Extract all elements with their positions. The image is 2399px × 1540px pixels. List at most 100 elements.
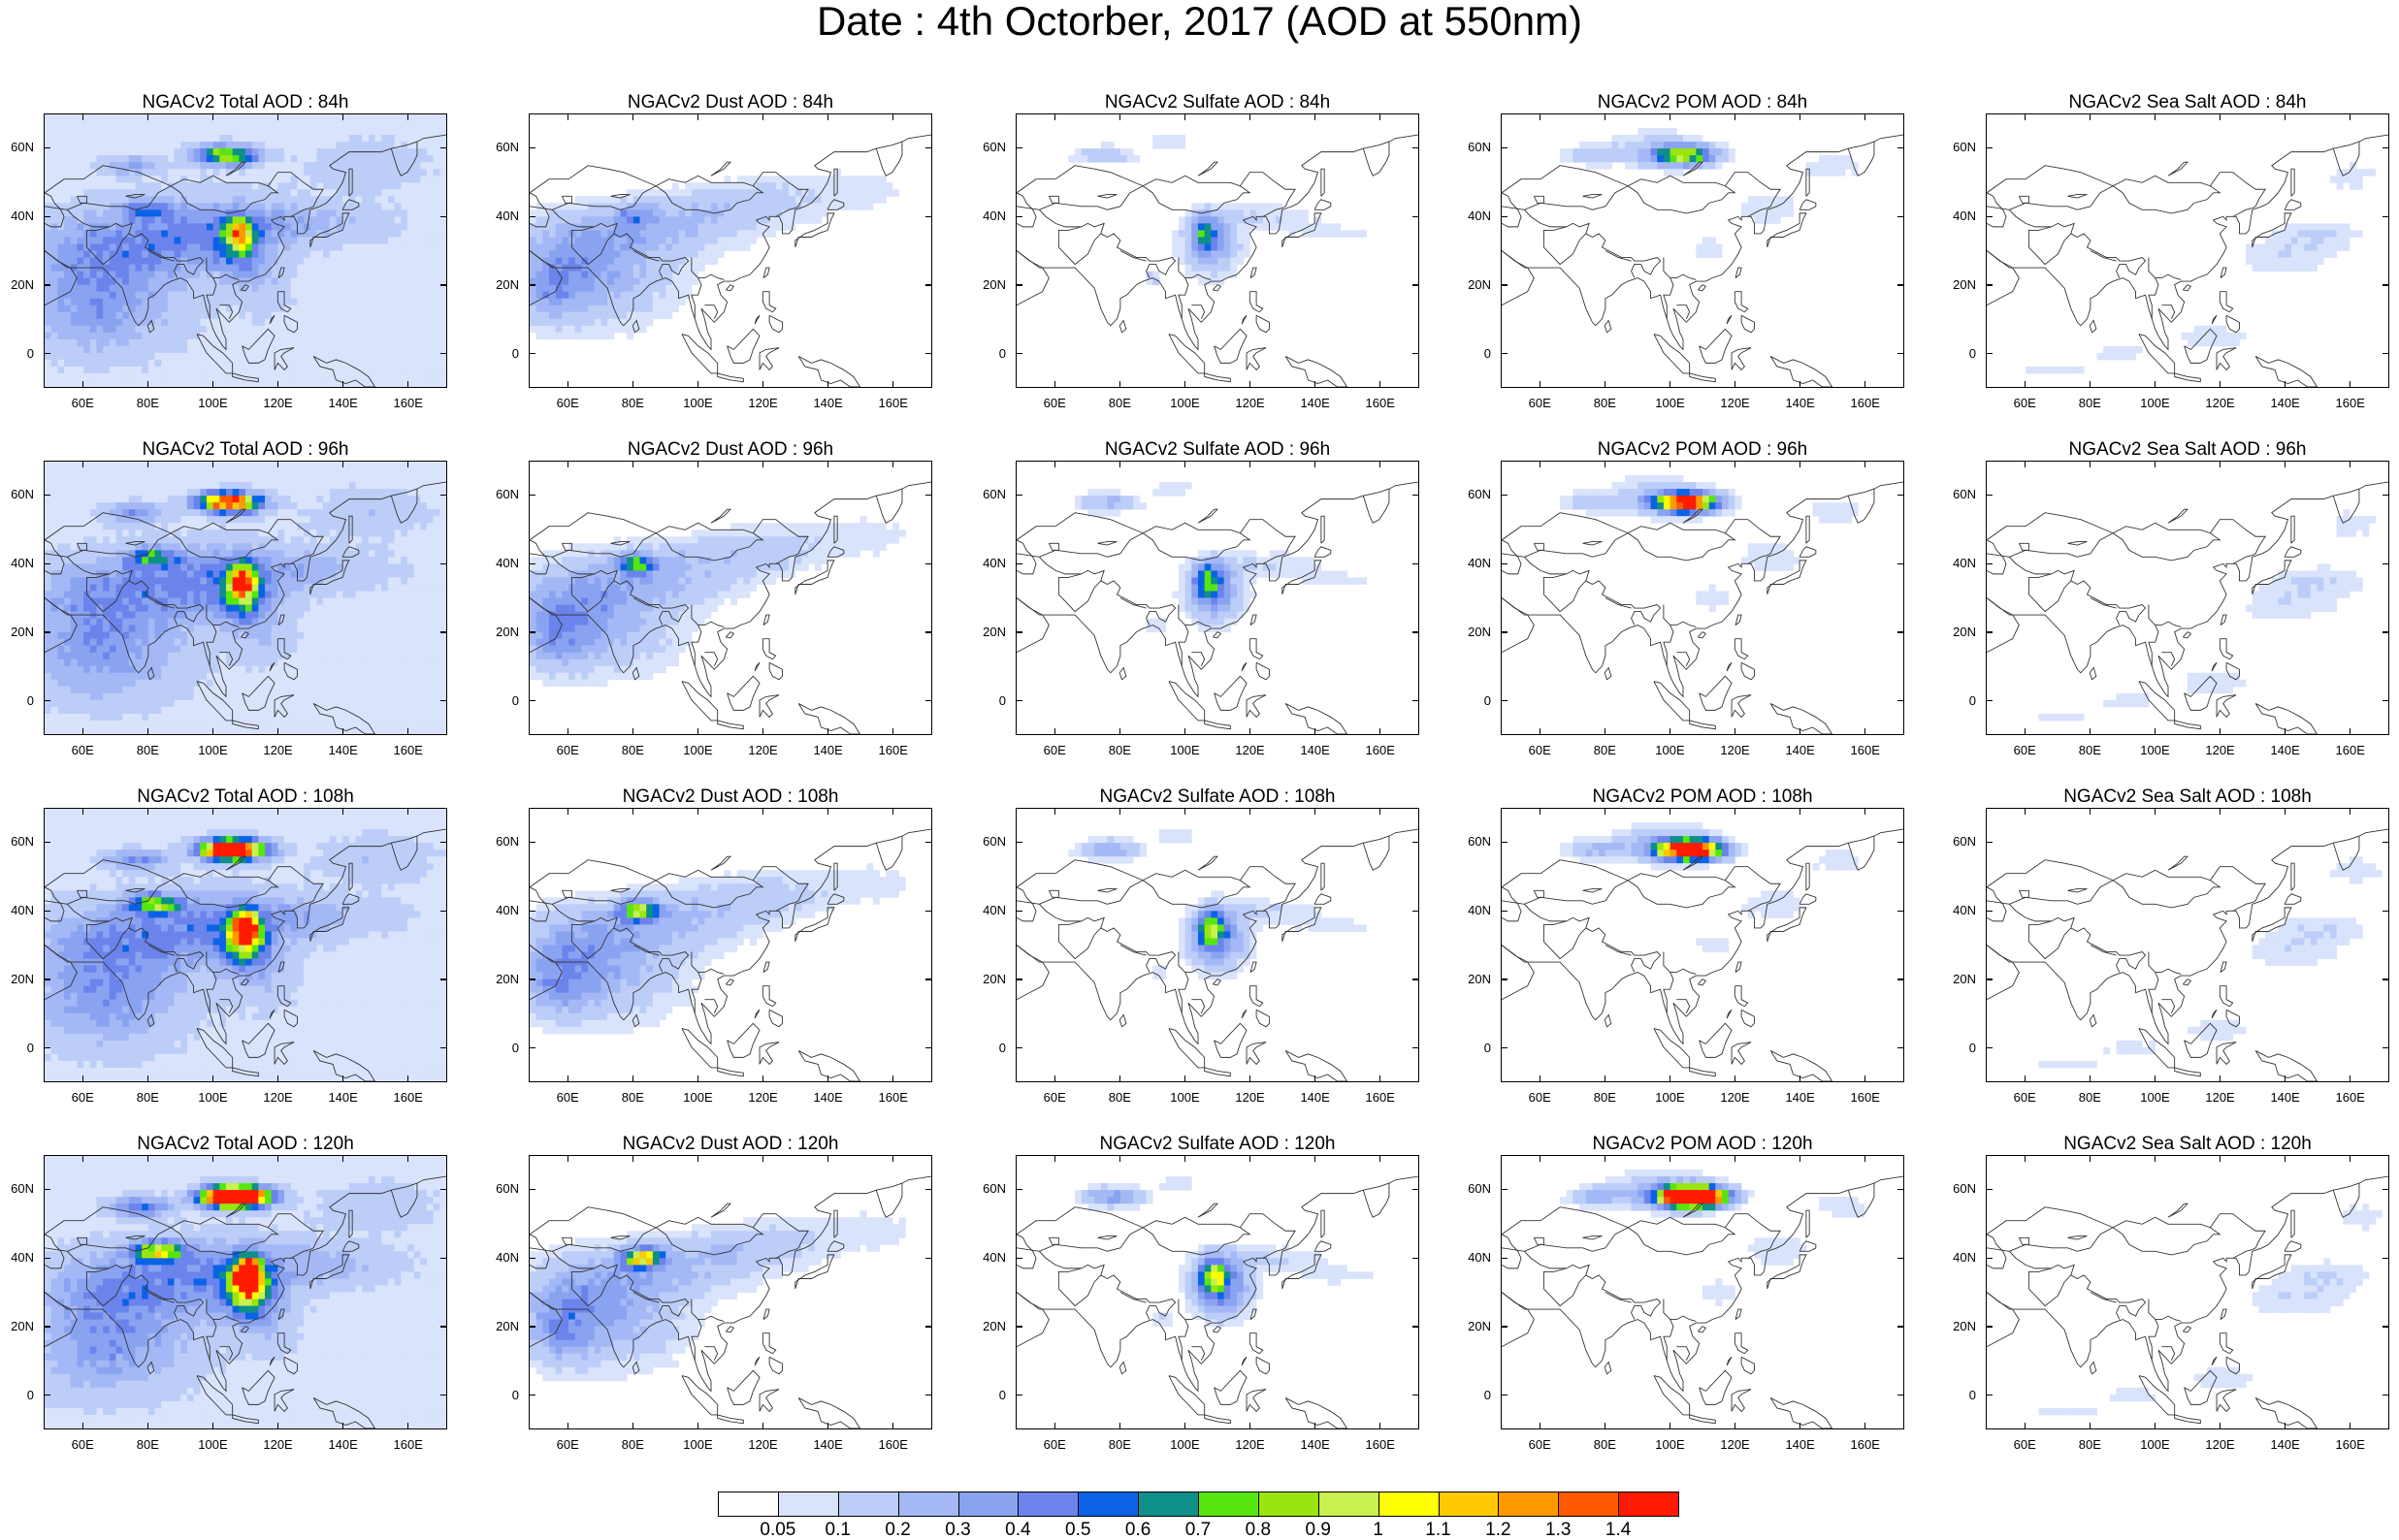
aod-cell: [309, 318, 317, 327]
aod-cell: [1663, 169, 1671, 176]
aod-cell: [2310, 237, 2318, 244]
aod-cell: [290, 325, 298, 334]
coastline-segment: [1740, 314, 1755, 334]
aod-cell: [323, 148, 331, 156]
aod-cell: [258, 529, 266, 537]
aod-cell: [387, 536, 395, 544]
lat-tickmark: [1016, 284, 1022, 286]
aod-cell: [135, 189, 143, 197]
aod-cell: [2336, 169, 2344, 176]
aod-cell: [232, 536, 240, 544]
lat-tick-label: 0: [1968, 345, 1976, 361]
aod-cell: [342, 128, 350, 136]
aod-cell: [206, 550, 214, 558]
aod-cell: [355, 338, 363, 347]
aod-cell: [613, 230, 621, 238]
aod-cell: [316, 536, 324, 544]
aod-cell: [426, 196, 435, 204]
aod-cell: [83, 277, 91, 286]
aod-cell: [128, 291, 136, 300]
aod-cell: [265, 237, 273, 244]
aod-cell: [174, 114, 181, 122]
aod-cell: [64, 243, 72, 251]
aod-cell: [154, 135, 162, 143]
aod-cell: [329, 209, 337, 217]
aod-cell: [426, 243, 435, 251]
aod-cell: [297, 243, 305, 251]
aod-cell: [161, 277, 169, 286]
coastline-segment: [1805, 168, 1810, 197]
aod-cell: [219, 176, 227, 183]
aod-cell: [678, 237, 686, 244]
aod-cell: [154, 543, 162, 551]
aod-cell: [239, 502, 246, 510]
aod-cell: [413, 359, 421, 368]
aod-cell: [1191, 243, 1199, 251]
aod-cell: [665, 230, 673, 238]
aod-cell: [103, 379, 111, 387]
aod-cell: [724, 189, 731, 197]
aod-cell: [426, 237, 435, 244]
aod-cell: [83, 121, 91, 129]
aod-cell: [413, 502, 421, 510]
lon-tickmark: [2024, 381, 2026, 388]
aod-cell: [639, 291, 647, 300]
aod-cell: [57, 305, 65, 313]
aod-cell: [323, 332, 331, 340]
aod-cell: [316, 482, 324, 490]
aod-cell: [2188, 332, 2195, 340]
aod-cell: [2329, 237, 2337, 244]
aod-cell: [1722, 148, 1730, 156]
lon-tickmark: [1118, 381, 1121, 388]
aod-cell: [433, 502, 440, 510]
aod-cell: [374, 298, 382, 306]
aod-cell: [535, 203, 543, 210]
aod-cell: [413, 189, 421, 197]
aod-cell: [368, 196, 375, 204]
aod-cell: [239, 223, 246, 231]
aod-cell: [251, 516, 259, 524]
aod-cell: [574, 230, 582, 238]
aod-cell: [853, 196, 860, 204]
aod-cell: [1165, 142, 1173, 149]
aod-cell: [89, 345, 97, 354]
aod-cell: [406, 379, 415, 387]
aod-cell: [103, 468, 111, 476]
lat-tickmark: [2383, 284, 2389, 286]
aod-cell: [154, 271, 162, 278]
aod-cell: [406, 345, 415, 354]
aod-cell: [212, 352, 220, 361]
aod-cell: [174, 332, 181, 340]
aod-cell: [96, 318, 104, 327]
aod-cell: [1844, 162, 1852, 170]
aod-cell: [374, 243, 382, 251]
aod-cell: [219, 557, 227, 564]
aod-cell: [161, 216, 169, 224]
aod-cell: [64, 509, 72, 517]
aod-cell: [239, 352, 246, 361]
aod-cell: [193, 305, 201, 313]
coastline-segment: [775, 208, 795, 217]
aod-cell: [2310, 257, 2318, 265]
aod-cell: [57, 121, 65, 129]
aod-cell: [109, 264, 116, 272]
aod-cell: [212, 176, 220, 183]
aod-cell: [290, 536, 298, 544]
aod-cell: [581, 284, 589, 293]
aod-cell: [186, 196, 194, 204]
aod-cell: [154, 366, 162, 374]
aod-cell: [193, 475, 201, 483]
aod-cell: [1178, 237, 1186, 244]
aod-cell: [413, 366, 421, 374]
aod-cell: [1631, 148, 1638, 156]
aod-cell: [2181, 332, 2188, 340]
aod-cell: [251, 135, 259, 143]
aod-cell: [225, 169, 234, 176]
aod-cell: [265, 284, 273, 293]
aod-cell: [627, 284, 634, 293]
aod-cell: [1276, 203, 1283, 210]
aod-cell: [762, 196, 770, 204]
aod-cell: [219, 345, 227, 354]
aod-cell: [96, 359, 104, 368]
aod-cell: [128, 523, 136, 530]
